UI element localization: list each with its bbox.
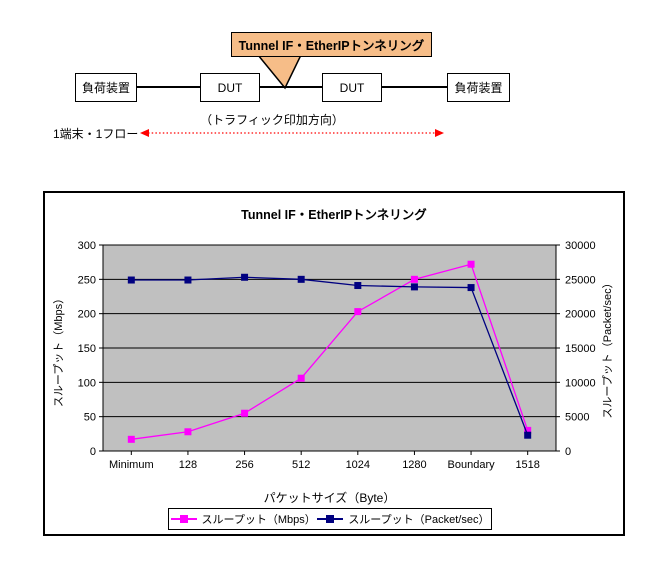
x-axis-tick-label: Boundary bbox=[448, 459, 496, 471]
x-axis-tick-label: Minimum bbox=[109, 459, 154, 471]
x-axis-tick-label: 1024 bbox=[346, 459, 370, 471]
flow-arrow-head-left bbox=[140, 129, 149, 137]
series-marker-0 bbox=[467, 260, 475, 268]
series-marker-1 bbox=[354, 282, 362, 290]
series-marker-1 bbox=[184, 276, 192, 284]
y-axis-left-tick-label: 50 bbox=[84, 412, 96, 424]
flow-arrow-head-right bbox=[435, 129, 444, 137]
legend-item-mbps: スループット（Mbps） bbox=[170, 511, 316, 527]
load-device-box-right: 負荷装置 bbox=[447, 73, 510, 102]
y-axis-left-tick-label: 200 bbox=[78, 309, 96, 321]
callout-pointer bbox=[256, 54, 303, 90]
link-line bbox=[382, 86, 447, 88]
series-marker-0 bbox=[297, 374, 305, 382]
y-axis-right-tick-label: 10000 bbox=[565, 377, 596, 389]
y-axis-left-tick-label: 300 bbox=[78, 240, 96, 252]
series-marker-1 bbox=[241, 273, 249, 281]
dut-box-left: DUT bbox=[200, 73, 260, 102]
series-marker-1 bbox=[410, 283, 418, 291]
dut-box-right: DUT bbox=[322, 73, 382, 102]
series-marker-0 bbox=[184, 428, 192, 436]
link-line bbox=[260, 86, 322, 88]
y-axis-right-tick-label: 0 bbox=[565, 446, 571, 458]
y-axis-left-tick-label: 0 bbox=[90, 446, 96, 458]
series-marker-1 bbox=[467, 284, 475, 292]
series-marker-0 bbox=[127, 435, 135, 443]
y-axis-right-tick-label: 30000 bbox=[565, 240, 596, 252]
x-axis-tick-label: 1280 bbox=[402, 459, 426, 471]
legend-label-pps: スループット（Packet/sec） bbox=[348, 514, 490, 526]
series-line-1 bbox=[131, 276, 529, 436]
series-marker-1 bbox=[127, 276, 135, 284]
x-axis-title: パケットサイズ（Byte） bbox=[263, 491, 396, 505]
x-axis-tick-label: 256 bbox=[235, 459, 253, 471]
y-axis-right-tick-label: 25000 bbox=[565, 274, 596, 286]
link-line bbox=[137, 86, 200, 88]
series-marker-0 bbox=[241, 409, 249, 417]
legend-label-mbps: スループット（Mbps） bbox=[201, 514, 316, 526]
series-marker-0 bbox=[410, 275, 418, 283]
flow-count-label: 1端末・1フロー bbox=[53, 127, 139, 141]
chart-legend: スループット（Mbps） スループット（Packet/sec） bbox=[168, 508, 492, 530]
chart-title: Tunnel IF・EtherIPトンネリング bbox=[241, 208, 427, 222]
series-marker-0 bbox=[524, 426, 532, 434]
y-axis-left-tick-label: 100 bbox=[78, 377, 96, 389]
y-axis-right-title: スループット（Packet/sec） bbox=[602, 277, 614, 419]
throughput-chart: 0 50 100 150 200 250 300 0 5000 10000 15000 20000 25… bbox=[43, 191, 625, 536]
series-marker-1 bbox=[524, 431, 532, 439]
traffic-direction-label: （トラフィック印加方向） bbox=[200, 113, 344, 127]
series-marker-0 bbox=[354, 308, 362, 316]
mbps-series-swatch bbox=[170, 515, 197, 523]
pps-series-swatch bbox=[317, 515, 344, 523]
load-device-box-left: 負荷装置 bbox=[75, 73, 137, 102]
y-axis-right-tick-label: 20000 bbox=[565, 309, 596, 321]
x-axis-tick-label: 512 bbox=[292, 459, 310, 471]
chart-plot-area: 0 50 100 150 200 250 300 0 5000 10000 15000 20000 25… bbox=[78, 240, 596, 471]
series-line-0 bbox=[131, 263, 529, 440]
x-axis-tick-label: 1518 bbox=[515, 459, 539, 471]
series-marker-1 bbox=[297, 275, 305, 283]
callout: Tunnel IF・EtherIPトンネリング bbox=[231, 32, 432, 57]
legend-item-pps: スループット（Packet/sec） bbox=[317, 511, 489, 527]
x-axis-tick-label: 128 bbox=[179, 459, 197, 471]
y-axis-left-tick-label: 150 bbox=[78, 343, 96, 355]
y-axis-left-tick-label: 250 bbox=[78, 274, 96, 286]
y-axis-right-tick-label: 15000 bbox=[565, 343, 596, 355]
y-axis-right-tick-label: 5000 bbox=[565, 412, 589, 424]
y-axis-left-title: スループット（Mbps） bbox=[53, 292, 65, 408]
